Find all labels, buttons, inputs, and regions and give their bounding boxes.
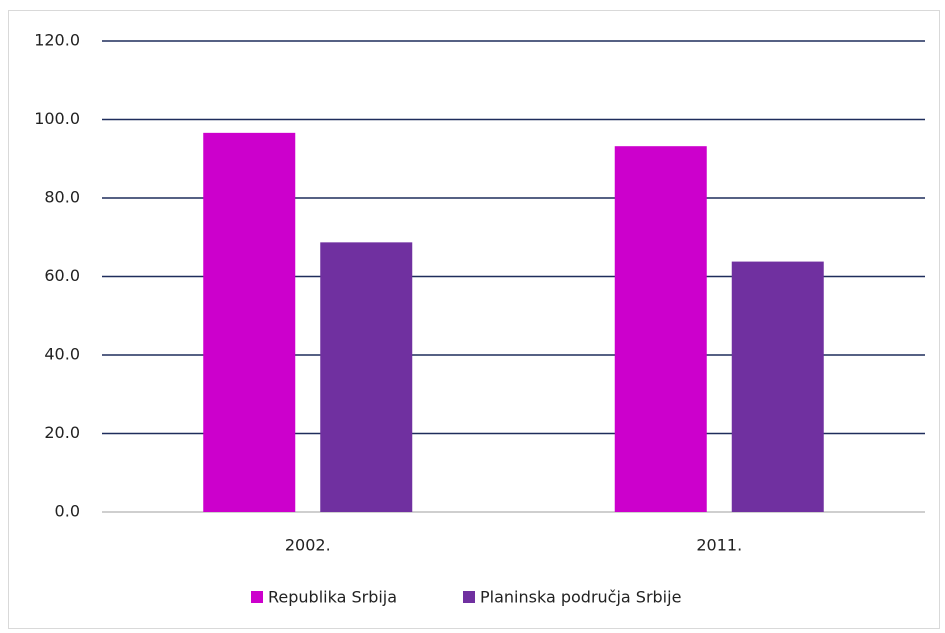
legend-swatch [463, 591, 475, 603]
legend-label: Republika Srbija [268, 588, 397, 607]
y-tick-label: 20.0 [44, 423, 80, 442]
bar [731, 261, 824, 512]
bar [203, 132, 296, 512]
y-tick-label: 120.0 [34, 31, 80, 50]
y-tick-label: 80.0 [44, 188, 80, 207]
y-tick-label: 100.0 [34, 109, 80, 128]
bar [320, 242, 413, 513]
y-tick-label: 60.0 [44, 266, 80, 285]
x-tick-label: 2011. [696, 536, 742, 555]
y-tick-label: 0.0 [55, 502, 80, 521]
x-tick-label: 2002. [285, 536, 331, 555]
y-tick-label: 40.0 [44, 345, 80, 364]
legend-swatch [251, 591, 263, 603]
legend-label: Planinska područja Srbije [480, 588, 681, 607]
bar [614, 146, 707, 512]
